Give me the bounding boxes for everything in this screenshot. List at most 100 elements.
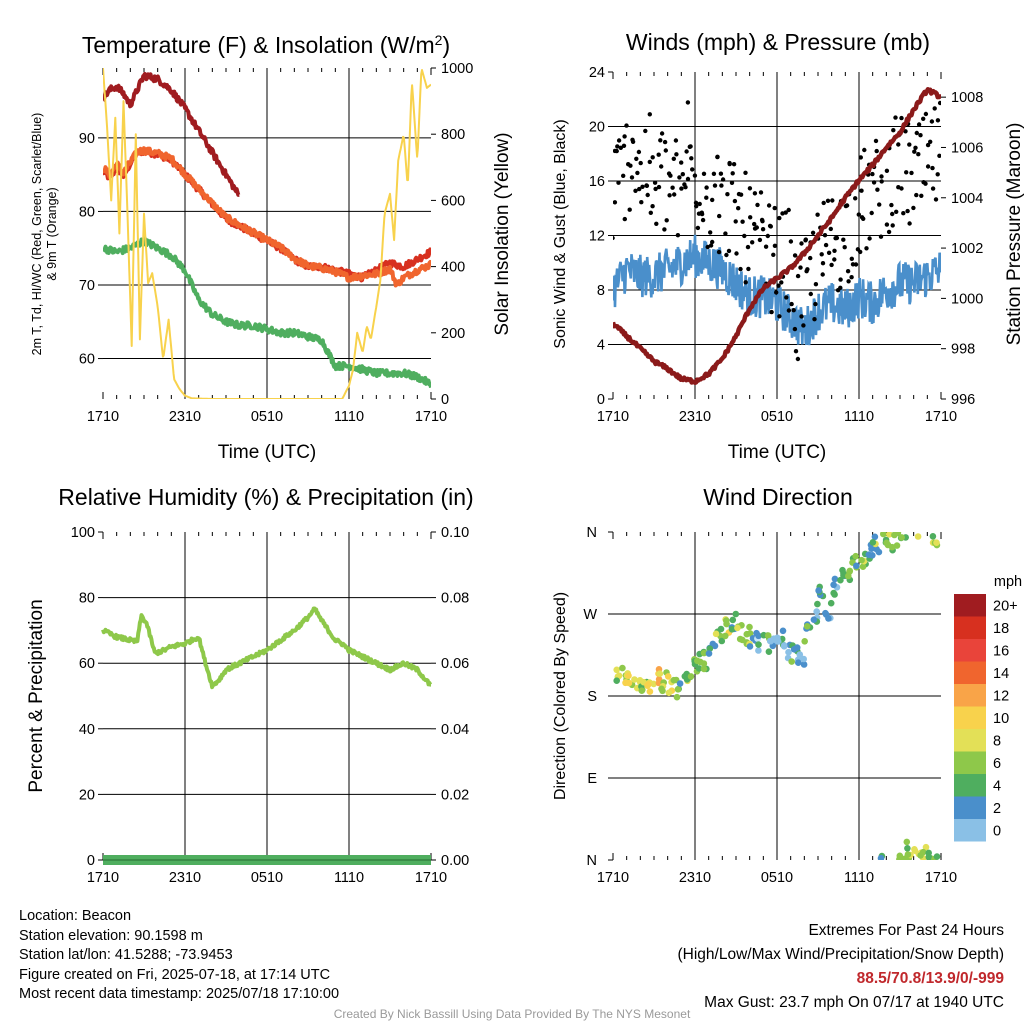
wind-gust-point [644,183,650,188]
wdir-point [883,539,890,547]
temp-x-tick-label: 1110 [334,409,364,425]
wind-gust-point [671,156,676,161]
wind-gust-point [805,267,810,272]
wind-gust-point [659,131,665,136]
wind-gust-point [704,185,709,190]
wind-gust-point [720,177,726,182]
wdir-point [613,677,620,684]
colorbar-cell [954,729,986,752]
wdir-point [859,563,867,570]
wind-x-tick-label: 1110 [844,409,874,425]
temp-y2-tick-label: 1000 [441,61,473,77]
wind-gust-point [884,168,890,173]
wind-gust-point [821,200,826,206]
wdir-point [765,648,773,655]
wind-gust-point [628,163,633,168]
wdir-point [700,660,708,667]
wind-gust-point [783,210,788,215]
wind-gust-point [664,218,669,223]
wind-gust-point [685,100,691,105]
wind-gust-point [937,153,941,158]
wdir-point [676,680,684,687]
wind-gust-point [618,145,623,150]
wdir-point [922,843,930,851]
wdir-point [779,627,787,635]
rh-y-tick-label: 100 [71,525,95,541]
wdir-point [790,646,798,653]
wind-gust-point [636,149,642,155]
wind-gust-point [916,122,922,127]
wind-gust-point [755,202,760,208]
colorbar-label: 6 [993,756,1001,772]
wind-gust-point [629,175,635,180]
wind-gust-point [845,269,851,274]
wind-y-tick-label: 24 [589,65,605,81]
colorbar-label: 4 [993,779,1001,795]
wind-gust-point [750,240,755,245]
colorbar-cell [954,661,986,684]
wind-gust-point [648,210,653,215]
wind-y2-tick-label: 1002 [951,241,983,257]
wind-gust-point [777,215,782,221]
wdir-point [803,623,811,630]
wind-gust-point [672,192,677,197]
wind-gust-point [733,219,738,224]
wind-gust-point [913,145,918,150]
wdir-point [717,625,725,633]
colorbar-cell [954,796,986,819]
wind-gust-point [668,173,673,178]
wind-gust-point [736,206,741,211]
wdir-point [755,641,762,648]
wind-gust-point [841,237,846,242]
wdir-point [898,534,905,541]
wind-gust-point [742,233,747,239]
wind-gust-point [677,175,682,180]
wdir-point [925,849,932,857]
wdir-point [877,854,885,860]
wdir-point [774,634,781,642]
wind-gust-point [849,256,854,261]
wind-gust-point [813,301,818,307]
wind-gust-point [911,205,916,211]
wind-gust-point [635,170,640,176]
colorbar-label: 2 [993,801,1001,817]
colorbar-label: 14 [993,666,1009,682]
wdir-point [646,688,654,695]
wdir-point [830,581,837,589]
wdir-x-tick-label: 1710 [925,870,957,886]
wdir-point [625,679,633,687]
temp-y-tick-label: 90 [79,131,95,147]
wdir-y-tick-label: N [587,525,597,541]
wind-y-tick-label: 12 [589,229,605,245]
rh-x-tick-label: 1710 [87,870,119,886]
wind-gust-point [743,170,748,175]
wind-gust-point [711,171,717,176]
colorbar-cell [954,706,986,729]
temp-y-tick-label: 80 [79,204,95,220]
wind-gust-point [930,186,936,191]
wind-gust-point [894,209,899,214]
wdir-point [827,599,835,607]
wdir-point [825,615,832,622]
wind-gust-point [921,116,926,122]
wind-x-tick-label: 2310 [679,409,711,425]
wind-gust-point [896,142,901,147]
wind-gust-point [879,174,884,179]
winds-panel: 1710 2310 0510 1110 171004812162024996998100… [552,29,1024,463]
wdir-point [903,838,911,846]
wind-gust-point [918,133,923,138]
wind-x-tick-label: 0510 [761,409,793,425]
wind-gust-point [899,115,904,121]
colorbar-label: 8 [993,734,1001,750]
wind-gust-point [757,237,763,243]
wind-gust-point [795,273,801,279]
rh-y-tick-label: 20 [79,787,95,803]
wind-gust-point [659,164,664,169]
colorbar-cell [954,774,986,797]
wind-gust-point [858,155,863,160]
colorbar-cell [954,594,986,617]
wdir-point [933,853,941,860]
temp-x-tick-label: 1710 [87,409,119,425]
wind-gust-point [929,119,935,124]
